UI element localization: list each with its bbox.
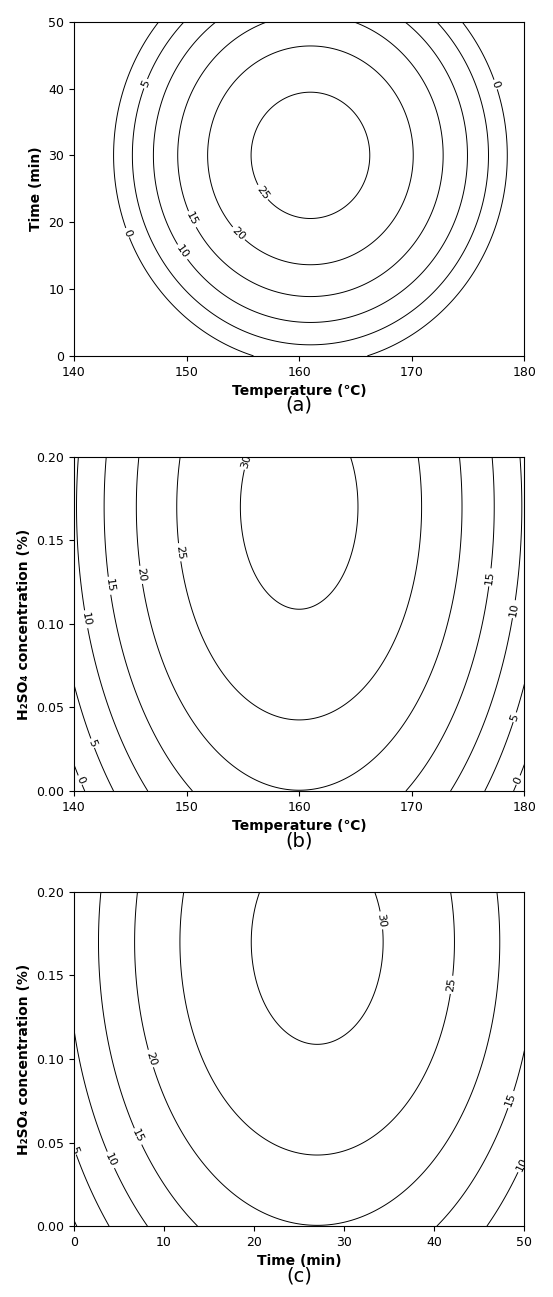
Text: 0: 0 — [74, 774, 86, 785]
Text: 20: 20 — [135, 567, 147, 582]
Text: 15: 15 — [484, 569, 496, 585]
Text: 20: 20 — [230, 226, 247, 243]
Y-axis label: H₂SO₄ concentration (%): H₂SO₄ concentration (%) — [17, 528, 30, 720]
Text: (c): (c) — [286, 1266, 312, 1285]
Y-axis label: H₂SO₄ concentration (%): H₂SO₄ concentration (%) — [17, 964, 30, 1154]
Y-axis label: Time (min): Time (min) — [29, 147, 43, 231]
Text: 30: 30 — [240, 453, 253, 470]
Text: 5: 5 — [69, 1145, 81, 1154]
Text: 0: 0 — [512, 774, 524, 785]
X-axis label: Temperature (℃): Temperature (℃) — [232, 820, 367, 833]
Text: 5: 5 — [140, 79, 152, 88]
Text: 25: 25 — [254, 184, 271, 201]
Text: 5: 5 — [87, 738, 98, 748]
Text: 0: 0 — [490, 79, 502, 89]
X-axis label: Time (min): Time (min) — [257, 1254, 342, 1268]
Text: 30: 30 — [375, 913, 388, 929]
Text: 15: 15 — [131, 1128, 145, 1145]
Text: 10: 10 — [174, 244, 190, 261]
Text: 25: 25 — [174, 545, 185, 560]
Text: 10: 10 — [514, 1156, 529, 1172]
Text: 15: 15 — [103, 578, 116, 594]
Text: 10: 10 — [80, 611, 92, 626]
X-axis label: Temperature (℃): Temperature (℃) — [232, 384, 367, 398]
Text: 10: 10 — [508, 602, 520, 617]
Text: 5: 5 — [509, 712, 520, 722]
Text: 0: 0 — [122, 227, 133, 237]
Text: (b): (b) — [285, 831, 313, 850]
Text: 15: 15 — [504, 1091, 518, 1108]
Text: (a): (a) — [286, 396, 312, 415]
Text: 20: 20 — [144, 1051, 158, 1067]
Text: 10: 10 — [103, 1152, 118, 1169]
Text: 25: 25 — [446, 977, 457, 992]
Text: 15: 15 — [185, 211, 200, 228]
